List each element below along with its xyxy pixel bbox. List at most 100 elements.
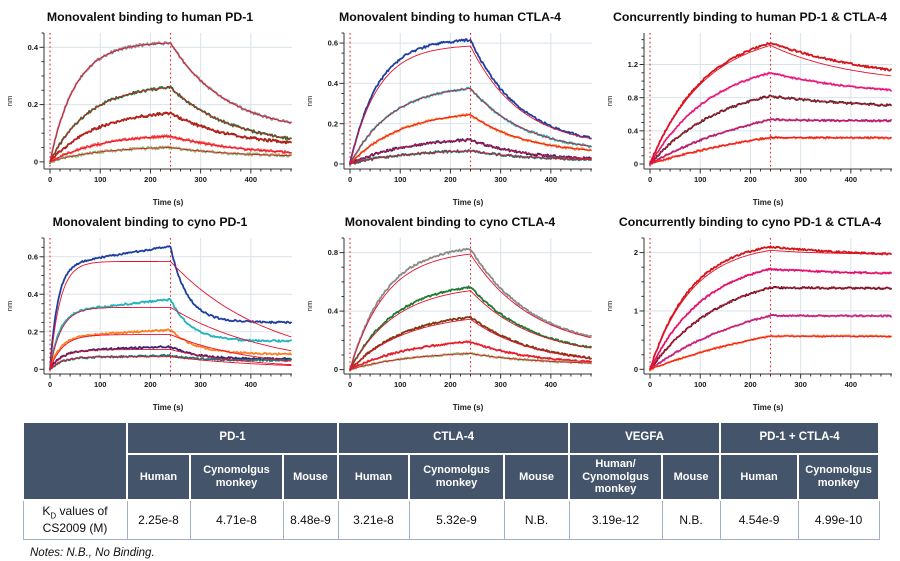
svg-text:0: 0 — [48, 175, 52, 184]
group-header-ctla4: CTLA-4 — [337, 421, 571, 455]
svg-text:200: 200 — [744, 380, 757, 389]
svg-text:nm: nm — [5, 301, 14, 311]
svg-text:1: 1 — [634, 307, 638, 316]
svg-text:0: 0 — [634, 365, 638, 374]
panel-cyno-pd1: Monovalent binding to cyno PD-1 0 100 200 3… — [0, 209, 300, 414]
svg-text:0.2: 0.2 — [328, 119, 338, 128]
svg-text:0: 0 — [34, 365, 38, 374]
kd-pd1-human: 2.25e-8 — [126, 499, 191, 540]
kd-pd1-mouse: 8.48e-9 — [282, 499, 339, 540]
svg-text:0.8: 0.8 — [328, 248, 338, 257]
kd-values-table: PD-1 CTLA-4 VEGFA PD-1 + CTLA-4 Human Cy… — [22, 421, 881, 540]
col-header-vegfa-mouse: Mouse — [661, 453, 722, 501]
svg-text:nm: nm — [605, 301, 614, 311]
svg-text:100: 100 — [94, 380, 107, 389]
kd-pd1-cyno: 4.71e-8 — [189, 499, 284, 540]
kd-vegfa-human-cyno: 3.19e-12 — [568, 499, 663, 540]
sensorgram-plot-cyno-ctla4: 0 100 200 300 400 0 0.4 0.8 Time (s) nm — [305, 237, 592, 412]
group-header-pd1: PD-1 — [125, 421, 340, 455]
sensorgram-plot-cyno-pd1: 0 100 200 300 400 0 0.2 0.4 0.6 Time (s) nm — [5, 237, 292, 412]
kd-combo-cyno: 4.99e-10 — [797, 499, 880, 540]
kd-ctla4-cyno: 5.32e-9 — [408, 499, 505, 540]
svg-text:0.4: 0.4 — [328, 79, 339, 88]
panel-title-cyno-pd1: Monovalent binding to cyno PD-1 — [52, 215, 248, 229]
svg-text:100: 100 — [394, 175, 407, 184]
notes-text: Notes: N.B., No Binding. — [30, 547, 155, 559]
svg-text:1.2: 1.2 — [628, 60, 638, 69]
svg-text:Time (s): Time (s) — [753, 403, 784, 412]
svg-text:300: 300 — [194, 175, 207, 184]
svg-text:200: 200 — [744, 175, 757, 184]
sensorgram-plot-human-ctla4: 0 100 200 300 400 0 0.2 0.4 0.6 Time (s) nm — [305, 32, 592, 207]
svg-text:0: 0 — [648, 380, 652, 389]
svg-text:100: 100 — [694, 175, 707, 184]
group-header-pd1-ctla4: PD-1 + CTLA-4 — [719, 421, 881, 455]
col-header-combo-human: Human — [719, 453, 800, 501]
svg-text:nm: nm — [5, 96, 14, 106]
svg-text:300: 300 — [794, 175, 807, 184]
svg-text:400: 400 — [245, 380, 258, 389]
svg-text:0.2: 0.2 — [28, 327, 38, 336]
panel-human-ctla4: Monovalent binding to human CTLA-4 0 100 2… — [300, 4, 600, 209]
panel-human-pd1-ctla4: Concurrently binding to human PD-1 & CTL… — [600, 4, 900, 209]
svg-text:300: 300 — [494, 380, 507, 389]
svg-text:200: 200 — [444, 380, 457, 389]
svg-text:400: 400 — [245, 175, 258, 184]
svg-text:200: 200 — [144, 175, 157, 184]
sensorgram-plot-human-pd1-ctla4: 0 100 200 300 400 0 0.4 0.8 1.2 Time (s) nm — [605, 33, 892, 207]
svg-text:0.8: 0.8 — [628, 93, 638, 102]
svg-text:0.2: 0.2 — [28, 100, 38, 109]
svg-text:200: 200 — [144, 380, 157, 389]
table-corner-cell — [22, 421, 128, 501]
col-header-vegfa-human-cyno: Human/ Cynomolgus monkey — [568, 453, 664, 501]
svg-text:0.4: 0.4 — [328, 307, 339, 316]
col-header-pd1-cyno: Cynomolgus monkey — [189, 453, 284, 501]
panel-title-human-pd1-ctla4: Concurrently binding to human PD-1 & CTL… — [613, 10, 887, 24]
col-header-ctla4-cyno: Cynomolgus monkey — [408, 453, 506, 501]
kd-ctla4-human: 3.21e-8 — [337, 499, 410, 540]
svg-text:0: 0 — [334, 160, 338, 169]
svg-text:200: 200 — [444, 175, 457, 184]
panel-title-human-ctla4: Monovalent binding to human CTLA-4 — [338, 10, 561, 24]
row-label-kd: KD values of CS2009 (M) — [22, 499, 128, 540]
svg-text:Time (s): Time (s) — [153, 198, 184, 207]
svg-text:Time (s): Time (s) — [453, 403, 484, 412]
svg-text:400: 400 — [845, 175, 858, 184]
svg-text:100: 100 — [94, 175, 107, 184]
svg-text:nm: nm — [605, 96, 614, 106]
svg-text:300: 300 — [194, 380, 207, 389]
svg-text:0.4: 0.4 — [28, 43, 39, 52]
svg-text:Time (s): Time (s) — [453, 198, 484, 207]
svg-text:400: 400 — [845, 380, 858, 389]
panel-title-human-pd1: Monovalent binding to human PD-1 — [46, 10, 254, 24]
svg-text:0: 0 — [34, 157, 38, 166]
panel-cyno-pd1-ctla4: Concurrently binding to cyno PD-1 & CTLA… — [600, 209, 900, 414]
col-header-pd1-mouse: Mouse — [281, 453, 340, 501]
col-header-pd1-human: Human — [126, 453, 191, 501]
svg-text:0.6: 0.6 — [28, 252, 38, 261]
kd-combo-human: 4.54e-9 — [719, 499, 799, 540]
svg-text:400: 400 — [545, 175, 558, 184]
svg-text:0.4: 0.4 — [28, 290, 39, 299]
svg-text:100: 100 — [694, 380, 707, 389]
svg-text:0.4: 0.4 — [628, 126, 639, 135]
panel-title-cyno-ctla4: Monovalent binding to cyno CTLA-4 — [344, 215, 556, 229]
panel-title-cyno-pd1-ctla4: Concurrently binding to cyno PD-1 & CTLA… — [618, 215, 882, 229]
svg-text:nm: nm — [305, 96, 314, 106]
svg-text:0: 0 — [334, 365, 338, 374]
svg-text:0: 0 — [648, 175, 652, 184]
col-header-ctla4-mouse: Mouse — [503, 453, 571, 501]
svg-text:400: 400 — [545, 380, 558, 389]
svg-text:0: 0 — [48, 380, 52, 389]
svg-text:300: 300 — [794, 380, 807, 389]
kd-vegfa-mouse: N.B. — [661, 499, 721, 540]
svg-text:0: 0 — [348, 175, 352, 184]
kd-ctla4-mouse: N.B. — [503, 499, 570, 540]
svg-text:0: 0 — [634, 160, 638, 169]
sensorgram-plot-human-pd1: 0 100 200 300 400 0 0.2 0.4 Time (s) nm — [5, 32, 292, 207]
svg-text:100: 100 — [394, 380, 407, 389]
sensorgram-grid-human: Monovalent binding to human PD-1 0 100 200… — [0, 4, 900, 209]
col-header-ctla4-human: Human — [337, 453, 411, 501]
svg-text:2: 2 — [634, 248, 638, 257]
sensorgram-plot-cyno-pd1-ctla4: 0 100 200 300 400 0 1 2 Time (s) nm — [605, 237, 892, 412]
